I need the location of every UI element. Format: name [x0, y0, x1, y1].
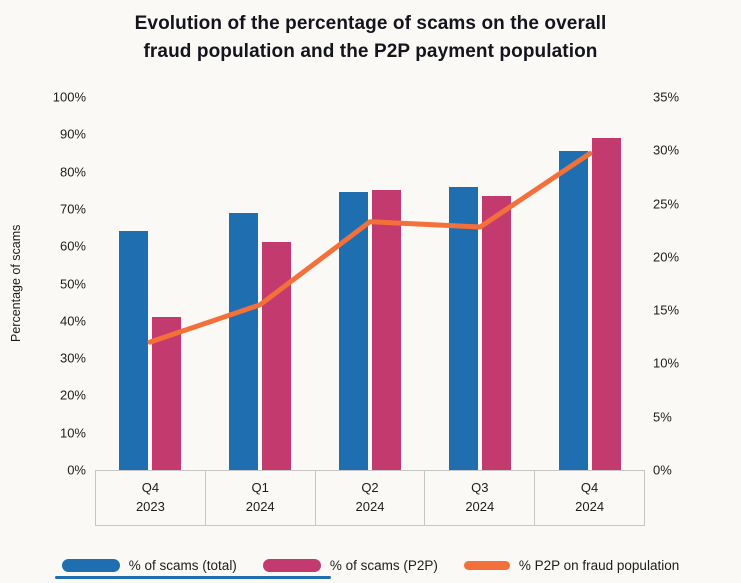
bar-group [535, 97, 645, 470]
x-axis-year: 2024 [575, 499, 605, 514]
left-axis-tick: 70% [59, 201, 86, 217]
x-axis-year: 2024 [355, 499, 385, 514]
bar-scams-total [339, 192, 368, 470]
legend: % of scams (total) % of scams (P2P) % P2P … [0, 551, 741, 579]
x-axis-year: 2024 [245, 499, 275, 514]
right-axis-tick: 10% [653, 355, 680, 371]
x-axis-quarter: Q1 [251, 480, 269, 496]
chart-title-line2: fraud population and the P2P payment pop… [143, 40, 598, 62]
left-axis-tick: 30% [59, 350, 86, 366]
left-axis-tick: 60% [59, 238, 86, 254]
right-axis-tick: 25% [653, 196, 680, 212]
bar-groups [95, 97, 645, 470]
left-axis-title: Percentage of scams [9, 224, 23, 343]
bar-group [315, 97, 425, 470]
legend-label: % of scams (total) [128, 557, 237, 573]
x-axis-year: 2024 [465, 499, 495, 514]
bar-group [205, 97, 315, 470]
legend-item: % P2P on fraud population [463, 557, 680, 573]
left-axis-tick: 40% [59, 313, 86, 329]
bar-scams-p2p [152, 317, 181, 470]
right-axis-tick: 0% [653, 462, 672, 478]
left-axis-tick: 80% [59, 164, 86, 180]
right-axis-tick: 15% [653, 302, 680, 318]
legend-item: % of scams (P2P) [262, 557, 438, 573]
bar-group [425, 97, 535, 470]
x-axis-year: 2023 [135, 499, 165, 514]
left-axis-tick: 50% [59, 276, 86, 291]
right-axis-tick: 30% [653, 142, 680, 158]
right-axis-ticks: 35% 30% 25% 20% 15% 10% 5% 0% [653, 90, 703, 478]
footer-divider [55, 576, 331, 579]
bar-scams-p2p [372, 190, 401, 470]
left-axis-ticks: 100% 90% 80% 70% 60% 50% 40% 30% 20% 10% 0% [36, 90, 86, 478]
x-axis: Q4 2023 Q1 2024 Q2 2024 Q3 2024 Q4 2024 [95, 470, 645, 526]
legend-swatch-bar [61, 558, 120, 572]
x-axis-category: Q2 2024 [314, 471, 425, 525]
legend-label: % of scams (P2P) [329, 557, 438, 573]
x-axis-quarter: Q4 [580, 480, 599, 496]
x-axis-quarter: Q3 [471, 480, 489, 496]
x-axis-quarter: Q4 [141, 480, 160, 496]
legend-swatch-bar [262, 558, 321, 572]
left-axis-tick: 10% [59, 425, 86, 441]
bar-group [95, 97, 205, 470]
x-axis-category: Q3 2024 [424, 471, 534, 525]
left-axis-tick: 0% [67, 462, 86, 478]
bar-scams-total [229, 212, 258, 470]
bar-scams-total [449, 186, 478, 470]
bar-scams-total [559, 151, 588, 470]
left-axis-tick: 90% [59, 126, 86, 142]
x-axis-category: Q4 2023 [96, 471, 205, 525]
x-axis-category: Q4 2024 [534, 471, 644, 525]
chart-title-line1: Evolution of the percentage of scams on … [134, 13, 607, 34]
legend-label: % P2P on fraud population [518, 557, 680, 573]
legend-swatch-line [463, 560, 510, 570]
x-axis-category: Q1 2024 [204, 471, 315, 525]
right-axis-tick: 20% [653, 249, 680, 265]
left-axis-tick: 100% [52, 89, 86, 105]
left-axis-tick: 20% [59, 387, 86, 403]
x-axis-quarter: Q2 [361, 480, 379, 496]
right-axis-tick: 35% [653, 89, 680, 105]
bar-scams-p2p [482, 195, 511, 470]
legend-item: % of scams (total) [61, 557, 237, 573]
bar-scams-total [119, 231, 148, 470]
plot-area [95, 97, 645, 470]
right-axis-tick: 5% [653, 409, 672, 425]
chart-title: Evolution of the percentage of scams on … [0, 10, 741, 65]
bar-scams-p2p [262, 242, 291, 470]
bar-scams-p2p [592, 138, 621, 470]
